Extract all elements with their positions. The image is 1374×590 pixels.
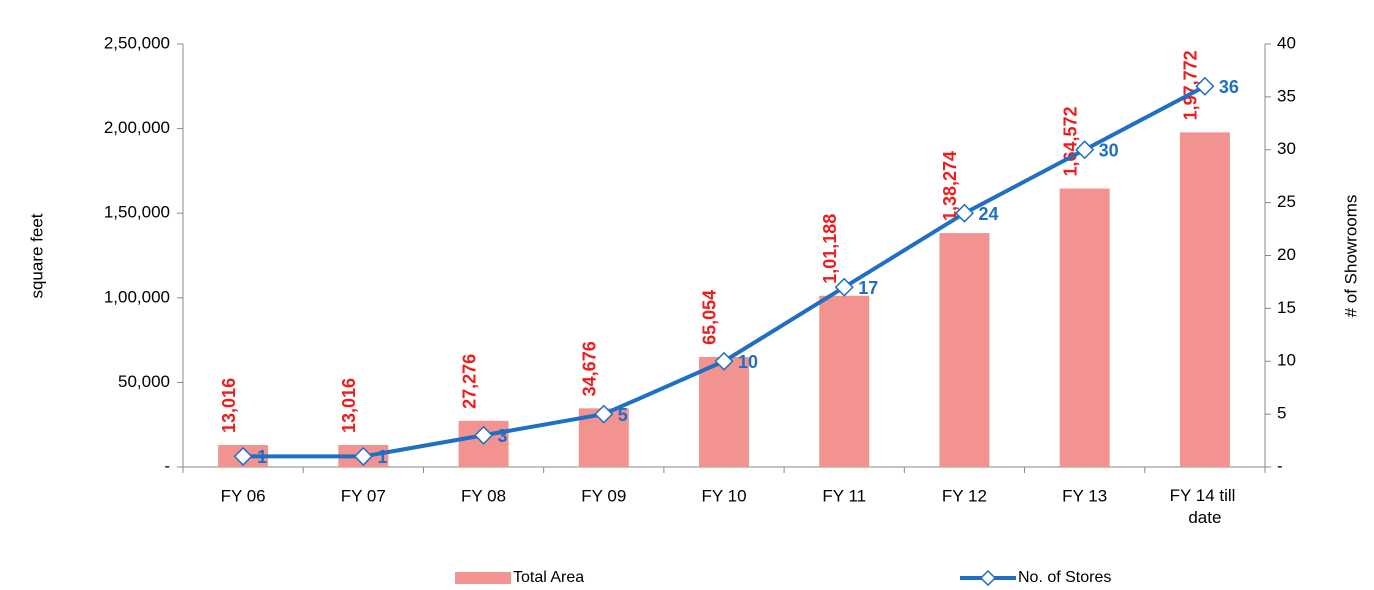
y2-tick-label: 30 xyxy=(1277,139,1296,158)
x-tick-label: FY 10 xyxy=(701,486,746,505)
y2-tick-label: 10 xyxy=(1277,351,1296,370)
y-tick-label: 2,50,000 xyxy=(104,33,170,52)
x-tick-label: FY 13 xyxy=(1062,486,1107,505)
bar-value-label: 65,054 xyxy=(700,290,720,345)
y2-tick-label: 25 xyxy=(1277,192,1296,211)
y-tick-label: 1,00,000 xyxy=(104,287,170,306)
x-tick-label: FY 08 xyxy=(461,486,506,505)
line-value-label: 10 xyxy=(738,352,758,372)
legend-swatch xyxy=(455,572,511,584)
line-marker xyxy=(954,203,974,223)
y-tick-label: 50,000 xyxy=(118,372,170,391)
y2-tick-label: 40 xyxy=(1277,33,1296,52)
x-tick-label: FY 11 xyxy=(822,486,866,505)
line-value-label: 3 xyxy=(498,426,508,446)
y2-axis-label: # of Showrooms xyxy=(1341,195,1360,318)
x-tick-label: FY 06 xyxy=(221,486,266,505)
line-value-label: 5 xyxy=(618,405,628,425)
bar-value-label: 13,016 xyxy=(339,378,359,433)
line-marker xyxy=(834,277,854,297)
line-marker xyxy=(594,404,614,424)
line-value-label: 30 xyxy=(1099,141,1119,161)
legend-marker xyxy=(979,569,997,587)
bar xyxy=(1059,188,1110,467)
line-marker xyxy=(1075,140,1095,160)
x-tick-label: FY 07 xyxy=(341,486,386,505)
x-tick-label-line: FY 14 till xyxy=(1170,486,1241,505)
y2-tick-label: 15 xyxy=(1277,298,1296,317)
y2-tick-label: 5 xyxy=(1277,404,1286,423)
bar-value-label: 1,38,274 xyxy=(940,151,960,221)
line-value-label: 36 xyxy=(1219,77,1239,97)
y-tick-label: - xyxy=(164,456,170,475)
y2-tick-label: 35 xyxy=(1277,86,1296,105)
bar-value-label: 1,64,572 xyxy=(1060,106,1080,176)
bar xyxy=(1179,132,1230,467)
line-value-label: 17 xyxy=(858,278,878,298)
line-marker xyxy=(714,351,734,371)
y2-tick-label: - xyxy=(1277,456,1283,475)
y-axis-label: square feet xyxy=(27,213,46,298)
legend-label: Total Area xyxy=(513,569,584,586)
legend-label: No. of Stores xyxy=(1018,569,1111,586)
bar xyxy=(819,295,870,467)
x-tick-label: FY 09 xyxy=(581,486,626,505)
bar xyxy=(939,233,990,467)
bar-value-label: 1,97,772 xyxy=(1181,50,1201,120)
bar-value-label: 13,016 xyxy=(219,378,239,433)
y-tick-label: 2,00,000 xyxy=(104,118,170,137)
line-value-label: 24 xyxy=(978,204,998,224)
y2-tick-label: 20 xyxy=(1277,245,1296,264)
line-marker xyxy=(233,446,253,466)
bar-value-label: 34,676 xyxy=(580,341,600,396)
bar-value-label: 27,276 xyxy=(459,354,479,409)
y-tick-label: 1,50,000 xyxy=(104,203,170,222)
x-tick-label-line: date xyxy=(1188,508,1221,527)
x-tick-label: FY 14 till date xyxy=(1170,486,1241,527)
bar xyxy=(699,356,749,467)
bar-value-label: 1,01,188 xyxy=(820,214,840,284)
x-tick-label: FY 12 xyxy=(942,486,987,505)
line-marker xyxy=(1195,76,1215,96)
line-marker xyxy=(474,425,494,445)
line-marker xyxy=(353,446,373,466)
line-value-label: 1 xyxy=(377,447,387,467)
line-value-label: 1 xyxy=(257,447,267,467)
